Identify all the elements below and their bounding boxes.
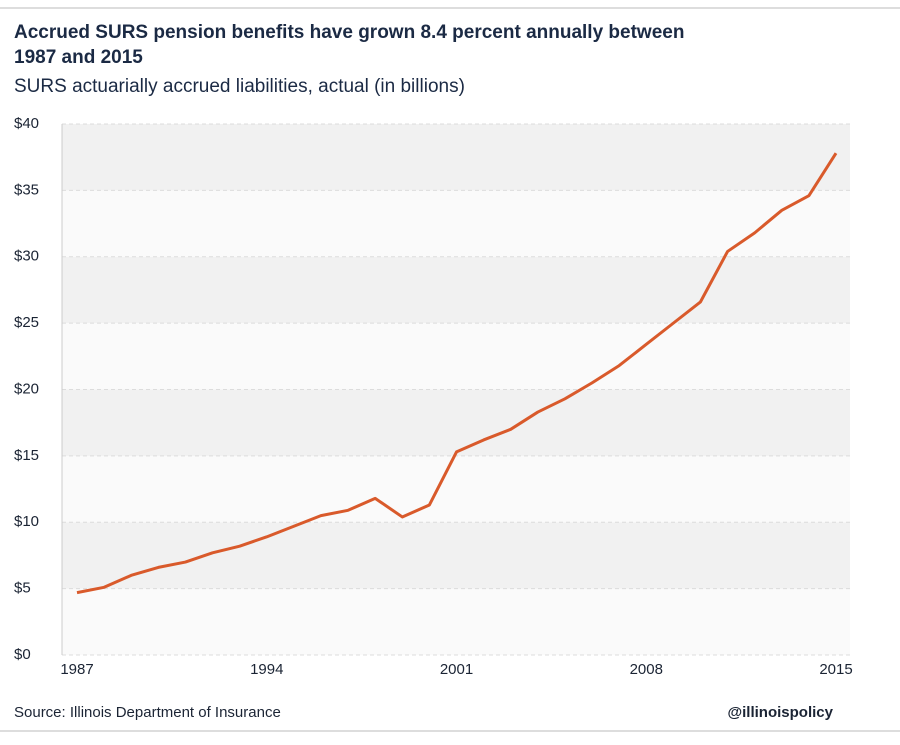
band [62,389,850,456]
band [62,256,850,324]
y-tick-label: $35 [14,181,39,198]
x-tick-label: 2015 [819,661,852,678]
band [62,323,850,390]
x-tick-label: 1987 [60,661,93,678]
band [62,124,850,191]
bands [62,124,850,655]
y-tick-label: $10 [14,513,39,530]
band [62,190,850,257]
chart-title: Accrued SURS pension benefits have grown… [14,22,684,68]
y-tick-label: $5 [14,580,31,597]
source: Source: Illinois Department of Insurance [14,704,281,721]
y-tick-label: $25 [14,314,39,331]
y-tick-label: $30 [14,248,39,265]
band [62,522,850,589]
band [62,588,850,655]
x-tick-label: 1994 [250,661,283,678]
line-series [76,152,838,595]
chart-subtitle: SURS actuarially accrued liabilities, ac… [14,76,465,97]
y-tick-label: $0 [14,646,31,663]
x-tick-label: 2008 [630,661,663,678]
y-tick-label: $15 [14,447,39,464]
band [62,455,850,523]
x-tick-label: 2001 [440,661,473,678]
y-tick-label: $20 [14,380,39,397]
credit: @illinoispolicy [728,704,834,721]
y-tick-label: $40 [14,115,39,132]
